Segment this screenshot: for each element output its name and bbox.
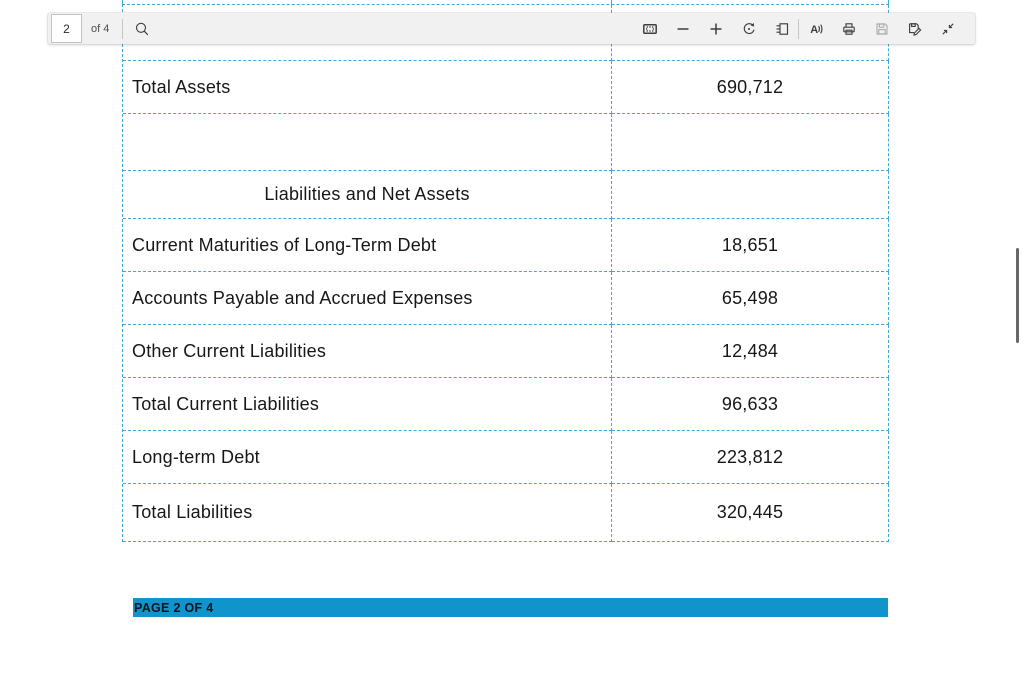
fit-to-page-icon [642, 21, 658, 37]
table-cell-value: 223,812 [612, 431, 889, 484]
table-cell-label: Current Maturities of Long-Term Debt [123, 219, 612, 272]
search-button[interactable] [125, 13, 158, 44]
table-cell-value: 65,498 [612, 272, 889, 325]
table-cell-value [612, 171, 889, 219]
save-button[interactable] [865, 13, 898, 44]
table-cell-value: 18,651 [612, 219, 889, 272]
pdf-toolbar: of 4 [48, 13, 975, 44]
search-icon [134, 21, 150, 37]
table-cell-value [612, 114, 889, 171]
table-border-stub [888, 0, 889, 5]
rotate-button[interactable] [732, 13, 765, 44]
table-cell-label: Other Current Liabilities [123, 325, 612, 378]
read-aloud-icon: A [808, 21, 824, 37]
page-count-label: of 4 [91, 22, 110, 35]
table-cell-label: Liabilities and Net Assets [123, 171, 612, 219]
balance-sheet-table: Total Assets 690,712 Liabilities and Net A… [122, 4, 889, 542]
table-cell-value: 96,633 [612, 378, 889, 431]
table-cell-label: Total Liabilities [123, 484, 612, 542]
vertical-scrollbar-thumb[interactable] [1016, 248, 1019, 343]
page-view-button[interactable] [765, 13, 798, 44]
table-cell-value: 320,445 [612, 484, 889, 542]
table-cell-label: Long-term Debt [123, 431, 612, 484]
collapse-icon [940, 21, 956, 37]
table-border-stub [122, 0, 123, 5]
save-as-icon [907, 21, 923, 37]
zoom-in-button[interactable] [699, 13, 732, 44]
page-footer-bar: PAGE 2 OF 4 [133, 598, 888, 617]
zoom-out-button[interactable] [666, 13, 699, 44]
toolbar-divider [122, 18, 124, 39]
print-button[interactable] [832, 13, 865, 44]
save-icon [874, 21, 890, 37]
table-cell-label [123, 114, 612, 171]
toolbar-right-cluster: A [633, 13, 964, 44]
page-number-input[interactable] [51, 14, 82, 43]
read-aloud-button[interactable]: A [799, 13, 832, 44]
save-as-button[interactable] [898, 13, 931, 44]
print-icon [841, 21, 857, 37]
table-cell-label: Total Current Liabilities [123, 378, 612, 431]
page-footer-label: PAGE 2 OF 4 [134, 600, 214, 615]
page-view-icon [774, 21, 790, 37]
zoom-out-icon [675, 21, 691, 37]
table-border-stub [611, 0, 612, 5]
toolbar-divider [798, 18, 799, 39]
table-cell-value: 690,712 [612, 61, 889, 114]
table-cell-label: Total Assets [123, 61, 612, 114]
collapse-toolbar-button[interactable] [931, 13, 964, 44]
rotate-icon [741, 21, 757, 37]
fit-to-page-button[interactable] [633, 13, 666, 44]
table-cell-label: Accounts Payable and Accrued Expenses [123, 272, 612, 325]
svg-text:A: A [810, 23, 818, 35]
table-cell-value: 12,484 [612, 325, 889, 378]
zoom-in-icon [708, 21, 724, 37]
